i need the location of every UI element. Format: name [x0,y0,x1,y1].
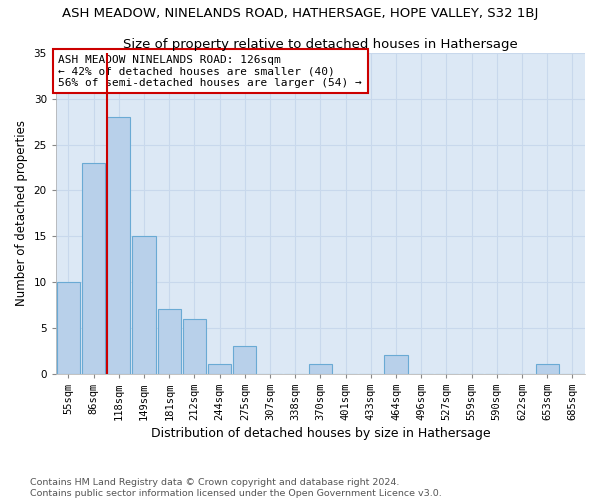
Title: Size of property relative to detached houses in Hathersage: Size of property relative to detached ho… [123,38,518,51]
Bar [309,364,332,374]
Bar [133,236,155,374]
Bar [536,364,559,374]
Text: Contains HM Land Registry data © Crown copyright and database right 2024.
Contai: Contains HM Land Registry data © Crown c… [30,478,442,498]
Text: ASH MEADOW NINELANDS ROAD: 126sqm
← 42% of detached houses are smaller (40)
56% : ASH MEADOW NINELANDS ROAD: 126sqm ← 42% … [58,54,362,88]
Bar [57,282,80,374]
Bar [385,355,407,374]
X-axis label: Distribution of detached houses by size in Hathersage: Distribution of detached houses by size … [151,427,490,440]
Text: ASH MEADOW, NINELANDS ROAD, HATHERSAGE, HOPE VALLEY, S32 1BJ: ASH MEADOW, NINELANDS ROAD, HATHERSAGE, … [62,8,538,20]
Y-axis label: Number of detached properties: Number of detached properties [15,120,28,306]
Bar [158,310,181,374]
Bar [233,346,256,374]
Bar [183,318,206,374]
Bar [107,117,130,374]
Bar [82,163,105,374]
Bar [208,364,231,374]
